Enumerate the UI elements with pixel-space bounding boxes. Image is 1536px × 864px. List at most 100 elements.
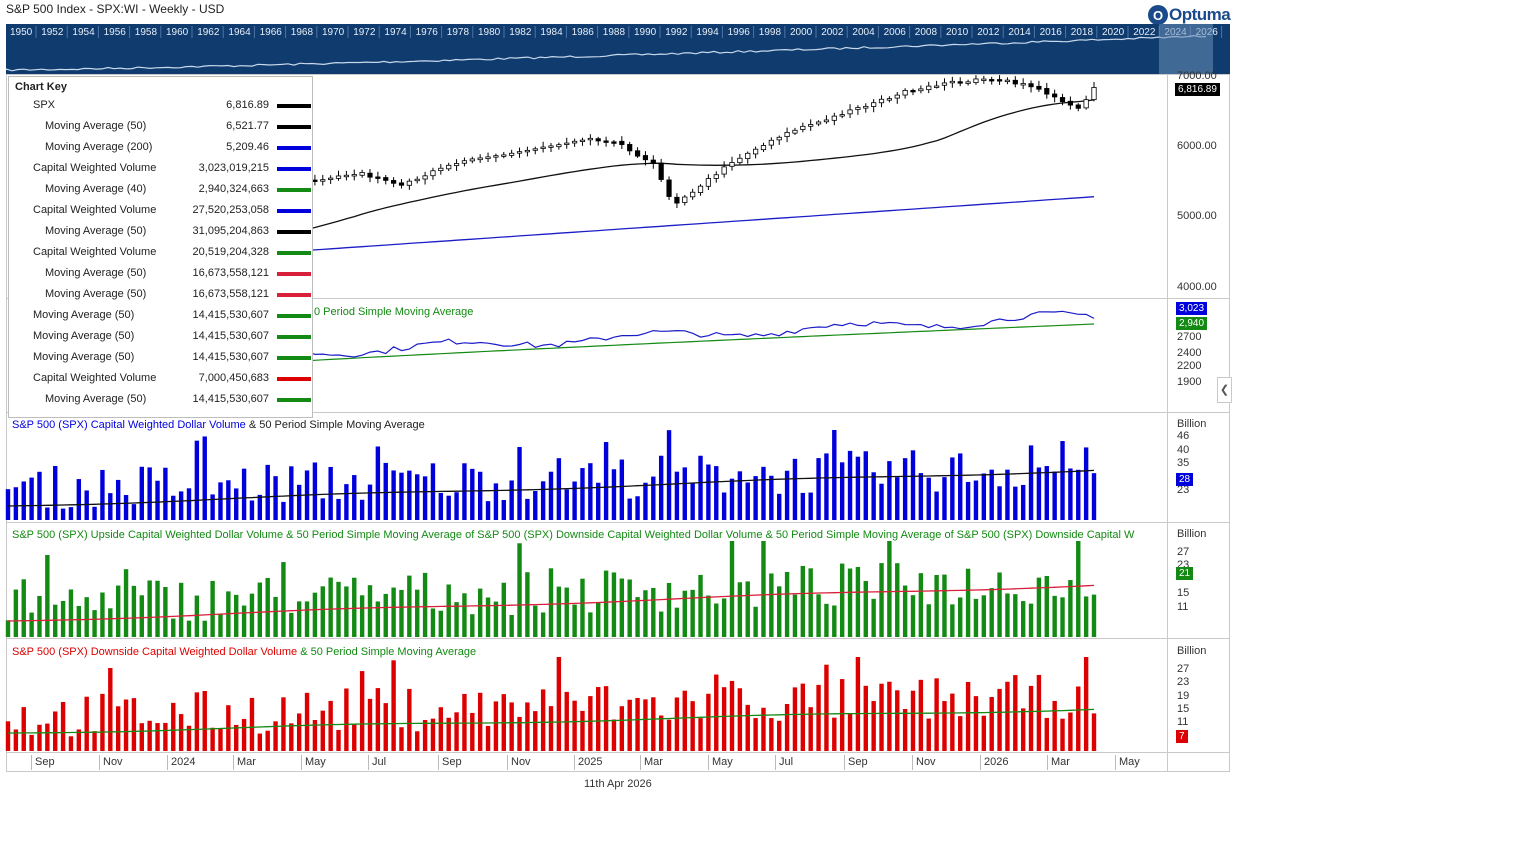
price-candle — [634, 150, 641, 157]
upside-volume-bar — [611, 572, 617, 637]
time-axis-label: Jul — [775, 755, 793, 770]
chart-key-row[interactable]: Moving Average (200) 5,209.46 — [9, 138, 314, 159]
time-axis-label: Jul — [368, 755, 386, 770]
chart-key-label: Moving Average (50) — [45, 225, 147, 237]
dollar-volume-bar — [572, 481, 577, 520]
dollar-volume-bar — [139, 466, 144, 520]
downside-volume-bar — [895, 690, 900, 751]
chart-key-row[interactable]: Moving Average (50) 16,673,558,121 — [9, 264, 314, 285]
chart-key-row[interactable]: Moving Average (50) 14,415,530,607 — [9, 390, 314, 411]
downside-volume-bar — [761, 707, 766, 751]
overview-year-label: 2016 — [1040, 27, 1063, 38]
price-candle — [839, 114, 845, 117]
chart-key-row[interactable]: Capital Weighted Volume 27,520,253,058 — [9, 201, 314, 222]
price-candle — [831, 115, 837, 121]
chart-key-row[interactable]: Capital Weighted Volume 20,519,204,328 — [9, 243, 314, 264]
downside-volume-bar — [139, 723, 144, 751]
price-candle — [949, 80, 955, 84]
chart-key-swatch — [277, 188, 311, 192]
down-last-badge: 7 — [1176, 730, 1188, 743]
upside-volume-bar — [13, 589, 19, 637]
downside-volume-bar — [737, 688, 743, 751]
downside-volume-bar — [1005, 681, 1010, 751]
pane-divider[interactable] — [6, 298, 1230, 299]
downside-volume-bar — [643, 699, 648, 751]
chart-key-row[interactable]: Moving Average (40) 2,940,324,663 — [9, 180, 314, 201]
dollar-volume-bar — [470, 468, 475, 520]
upside-volume-bar — [1013, 594, 1018, 637]
dollar-volume-bar — [666, 430, 672, 520]
dollar-volume-bar — [997, 486, 1002, 520]
price-candle — [509, 152, 515, 156]
price-candle — [642, 155, 649, 161]
price-candle — [328, 177, 334, 180]
chart-key-value: 31,095,204,863 — [192, 225, 269, 237]
dollar-volume-bar — [84, 490, 89, 520]
chart-key-row[interactable]: Moving Average (50) 31,095,204,863 — [9, 222, 314, 243]
price-candle — [579, 139, 586, 142]
downside-volume-bar — [312, 719, 318, 751]
downside-volume-bar — [454, 712, 459, 751]
upside-volume-bar — [485, 597, 491, 637]
chart-key-label: Moving Average (50) — [45, 120, 147, 132]
time-axis[interactable]: Sep Nov 2024 Mar May Jul Sep Nov 2025 Mar May Jul Se… — [0, 755, 1230, 771]
chart-key-panel[interactable]: Chart Key SPX 6,816.89 Moving Average (50)… — [8, 76, 313, 418]
chart-key-row[interactable]: Capital Weighted Volume 7,000,450,683 — [9, 369, 314, 390]
upside-volume-bar — [312, 592, 318, 637]
downside-volume-bar — [603, 686, 609, 751]
chart-key-row[interactable]: Moving Average (50) 6,521.77 — [9, 117, 314, 138]
price-candle — [1091, 87, 1097, 100]
dollar-volume-bar — [816, 458, 821, 520]
optuma-logo: O Optuma — [1148, 3, 1231, 27]
price-candle — [934, 85, 940, 88]
downside-volume-bar — [131, 698, 137, 751]
time-axis-label: Sep — [31, 755, 55, 770]
dollar-volume-bar — [588, 463, 593, 520]
time-axis-label: 2024 — [167, 755, 195, 770]
optuma-logo-text: Optuma — [1169, 5, 1231, 24]
dollar-volume-bar — [13, 487, 19, 520]
dollar-volume-bar — [218, 482, 223, 520]
dollar-volume-bar — [784, 470, 790, 520]
chart-key-row[interactable]: Moving Average (50) 14,415,530,607 — [9, 306, 314, 327]
pane-divider[interactable] — [6, 412, 1230, 413]
price-candle — [540, 146, 546, 149]
history-overview-plot[interactable]: 1950 1952 1954 1956 1958 1960 1962 1964 1966 1968… — [6, 24, 1230, 74]
time-axis-label: May — [1115, 755, 1140, 770]
chart-key-row[interactable]: SPX 6,816.89 — [9, 96, 314, 117]
price-candle — [501, 154, 507, 157]
pane-divider[interactable] — [6, 522, 1230, 523]
price-candle — [800, 125, 806, 130]
price-candle — [823, 119, 830, 123]
dollar-volume-bar — [989, 469, 994, 520]
overview-year-label: 1954 — [72, 27, 95, 38]
upside-volume-bar — [635, 597, 640, 637]
downside-volume-bar — [588, 696, 593, 751]
pane-divider[interactable] — [6, 752, 1230, 753]
price-candle — [886, 98, 892, 101]
pane-divider[interactable] — [6, 638, 1230, 639]
dollar-volume-bar — [171, 495, 176, 520]
chart-key-row[interactable]: Moving Average (50) 14,415,530,607 — [9, 348, 314, 369]
downside-volume-bar — [163, 722, 168, 751]
chart-key-row[interactable]: Capital Weighted Volume 3,023,019,215 — [9, 159, 314, 180]
dollar-volume-bar — [651, 476, 656, 520]
dollar-volume-bar — [902, 458, 908, 520]
collapse-panel-icon[interactable]: ❮ — [1217, 377, 1232, 403]
overview-year-label: 1952 — [41, 27, 64, 38]
chart-key-row[interactable]: Moving Average (50) 16,673,558,121 — [9, 285, 314, 306]
price-candle — [1067, 100, 1073, 106]
overview-year-label: 1958 — [135, 27, 158, 38]
chart-key-row[interactable]: Moving Average (50) 14,415,530,607 — [9, 327, 314, 348]
downside-volume-bar — [847, 713, 853, 751]
price-candle — [1044, 88, 1050, 95]
dollar-volume-bar — [1091, 473, 1097, 520]
upside-volume-bar — [839, 563, 845, 637]
downside-volume-bar — [855, 657, 861, 751]
history-overview-strip[interactable]: 1950 1952 1954 1956 1958 1960 1962 1964 1966 1968… — [6, 24, 1230, 74]
upside-volume-bar — [666, 582, 672, 637]
upside-volume-bar — [501, 582, 506, 637]
upside-volume-bar — [918, 573, 924, 637]
overview-history-line — [6, 34, 1207, 72]
price-candle — [603, 140, 609, 143]
